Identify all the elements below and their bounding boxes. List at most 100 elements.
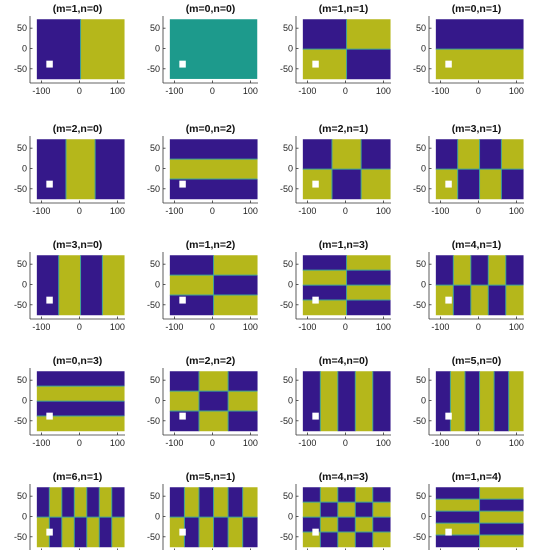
x-tick-label: -100 bbox=[431, 86, 449, 96]
y-tick-label: 0 bbox=[22, 43, 27, 53]
y-tick-label: 0 bbox=[288, 163, 293, 173]
hole bbox=[445, 60, 452, 68]
mode-cell bbox=[435, 371, 451, 432]
y-tick-label: 50 bbox=[416, 491, 426, 501]
y-tick-label: -50 bbox=[280, 416, 293, 426]
panel-title: (m=1,n=0) bbox=[53, 3, 103, 15]
panel-6: (m=0,n=2) -100 0 100 50 0 -50 bbox=[147, 123, 258, 216]
mode-cell bbox=[36, 139, 67, 200]
mode-cell bbox=[505, 285, 524, 316]
y-tick-label: 50 bbox=[416, 143, 426, 153]
panel-11: (m=1,n=3) -100 0 100 50 0 -50 bbox=[280, 239, 391, 332]
y-tick-label: -50 bbox=[280, 184, 293, 194]
mode-cell bbox=[228, 517, 243, 548]
y-tick-label: 50 bbox=[150, 23, 160, 33]
mode-cell bbox=[479, 511, 524, 524]
hole bbox=[445, 180, 452, 188]
mode-cell bbox=[302, 139, 333, 170]
mode-cell bbox=[169, 487, 185, 518]
y-tick-label: 50 bbox=[416, 375, 426, 385]
mode-cell bbox=[479, 535, 524, 548]
panel-title: (m=1,n=1) bbox=[319, 3, 369, 15]
x-tick-label: -100 bbox=[298, 206, 316, 216]
mode-field bbox=[169, 19, 258, 79]
x-tick-label: 0 bbox=[343, 206, 348, 216]
mode-cell bbox=[169, 411, 200, 432]
panel-4: (m=0,n=1) -100 0 100 50 0 -50 bbox=[413, 3, 524, 96]
mode-cell bbox=[302, 532, 321, 548]
mode-cell bbox=[372, 371, 391, 432]
hole bbox=[179, 528, 186, 536]
x-tick-label: -100 bbox=[431, 322, 449, 332]
y-tick-label: -50 bbox=[147, 416, 160, 426]
mode-cell bbox=[320, 487, 339, 503]
mode-cell bbox=[169, 295, 214, 316]
mode-cell bbox=[355, 502, 374, 518]
panel-8: (m=3,n=1) -100 0 100 50 0 -50 bbox=[413, 123, 524, 216]
mode-cell bbox=[302, 285, 347, 301]
panel-title: (m=5,n=1) bbox=[186, 471, 236, 483]
mode-cell bbox=[49, 487, 63, 518]
y-tick-label: 0 bbox=[288, 43, 293, 53]
mode-cell bbox=[213, 295, 258, 316]
y-tick-label: 0 bbox=[421, 163, 426, 173]
mode-cell bbox=[36, 416, 125, 432]
hole bbox=[46, 60, 53, 68]
x-tick-label: 0 bbox=[210, 86, 215, 96]
mode-cell bbox=[213, 255, 258, 276]
mode-cell bbox=[184, 517, 200, 548]
x-tick-label: -100 bbox=[165, 322, 183, 332]
y-tick-label: -50 bbox=[147, 300, 160, 310]
mode-cell bbox=[80, 255, 103, 316]
hole bbox=[445, 528, 452, 536]
mode-cell bbox=[320, 371, 339, 432]
mode-cell bbox=[501, 169, 524, 200]
y-tick-label: 0 bbox=[421, 511, 426, 521]
mode-cell bbox=[36, 19, 81, 80]
panel-title: (m=0,n=1) bbox=[452, 3, 502, 15]
x-tick-label: 100 bbox=[509, 322, 524, 332]
y-tick-label: -50 bbox=[413, 300, 426, 310]
x-tick-label: 100 bbox=[243, 438, 258, 448]
mode-cell bbox=[169, 275, 214, 296]
mode-cell bbox=[213, 517, 229, 548]
y-tick-label: 50 bbox=[283, 491, 293, 501]
panel-title: (m=2,n=2) bbox=[186, 355, 236, 367]
hole bbox=[179, 60, 186, 68]
mode-cell bbox=[355, 532, 374, 548]
y-tick-label: 50 bbox=[150, 491, 160, 501]
mode-cell bbox=[450, 371, 466, 432]
x-tick-label: 0 bbox=[210, 438, 215, 448]
mode-cell bbox=[198, 487, 214, 518]
x-tick-label: 100 bbox=[110, 322, 125, 332]
y-tick-label: 0 bbox=[421, 279, 426, 289]
x-tick-label: 100 bbox=[243, 206, 258, 216]
mode-cell bbox=[346, 49, 391, 80]
mode-cell bbox=[337, 532, 356, 548]
y-tick-label: 50 bbox=[283, 143, 293, 153]
mode-cell bbox=[470, 285, 489, 316]
y-tick-label: 50 bbox=[17, 491, 27, 501]
y-tick-label: 0 bbox=[22, 511, 27, 521]
x-tick-label: 0 bbox=[476, 322, 481, 332]
y-tick-label: 0 bbox=[421, 43, 426, 53]
mode-cell bbox=[61, 487, 75, 518]
mode-cell bbox=[302, 517, 321, 533]
mode-cell bbox=[435, 255, 454, 286]
mode-cell bbox=[102, 255, 125, 316]
panel-16: (m=5,n=0) -100 0 100 50 0 -50 bbox=[413, 355, 524, 448]
y-tick-label: -50 bbox=[147, 64, 160, 74]
y-tick-label: 50 bbox=[283, 375, 293, 385]
mode-cell bbox=[337, 487, 356, 503]
mode-cell bbox=[488, 255, 507, 286]
mode-cell bbox=[331, 139, 362, 170]
mode-cell bbox=[435, 487, 480, 500]
y-tick-label: 0 bbox=[155, 395, 160, 405]
y-tick-label: -50 bbox=[14, 416, 27, 426]
mode-cell bbox=[302, 502, 321, 518]
y-tick-label: -50 bbox=[413, 64, 426, 74]
mode-cell bbox=[479, 371, 495, 432]
panel-2: (m=0,n=0) -100 0 100 50 0 -50 bbox=[147, 3, 258, 96]
panel-title: (m=0,n=0) bbox=[186, 3, 236, 15]
